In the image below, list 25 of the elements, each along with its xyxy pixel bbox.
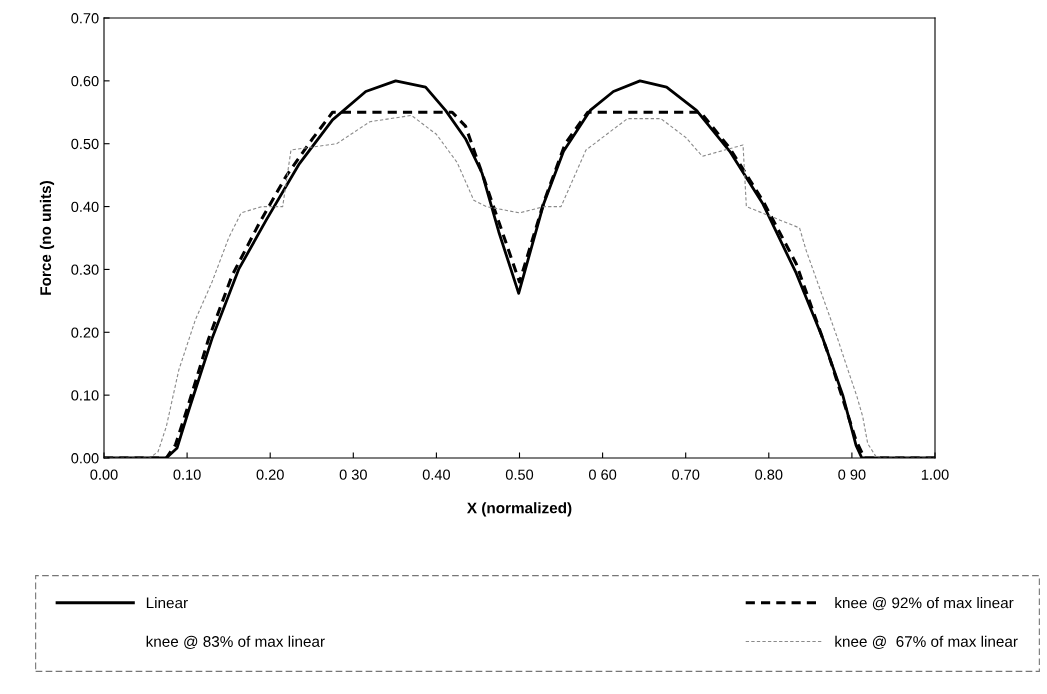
legend-label: Linear xyxy=(146,597,188,609)
y-tick-label: 0.40 xyxy=(71,201,99,212)
y-tick-label: 0.00 xyxy=(71,453,99,464)
y-tick-label: 0.10 xyxy=(71,390,99,401)
x-tick-label: 0.40 xyxy=(422,469,451,480)
y-tick-label: 0.30 xyxy=(71,264,99,275)
x-axis-title: X (normalized) xyxy=(467,502,572,517)
x-tick-label: 0.20 xyxy=(256,469,284,480)
text: knee @ 83% of max linear xyxy=(146,635,325,649)
x-tick-label: 0 60 xyxy=(588,469,617,480)
x-tick-label: 1.00 xyxy=(921,469,949,480)
x-tick-label: 0 30 xyxy=(339,469,367,480)
y-axis-title: Force (no units) xyxy=(39,181,55,295)
y-tick-label: 0.60 xyxy=(71,75,99,87)
x-tick-label: 0.50 xyxy=(505,469,534,480)
x-tick-label: 0.80 xyxy=(755,469,783,480)
legend-label: knee @ 92% of max linear xyxy=(835,597,1014,611)
y-tick-label: 0.70 xyxy=(71,13,99,24)
x-tick-label: 0.10 xyxy=(173,469,201,480)
x-tick-label: 0 90 xyxy=(838,469,866,480)
legend-label: knee @ 67% of max linear xyxy=(835,635,1018,649)
y-tick-label: 0.50 xyxy=(71,138,99,150)
y-tick-label: 0.20 xyxy=(71,327,99,338)
x-tick-label: 0.70 xyxy=(672,469,700,480)
x-tick-label: 0.00 xyxy=(90,469,118,480)
